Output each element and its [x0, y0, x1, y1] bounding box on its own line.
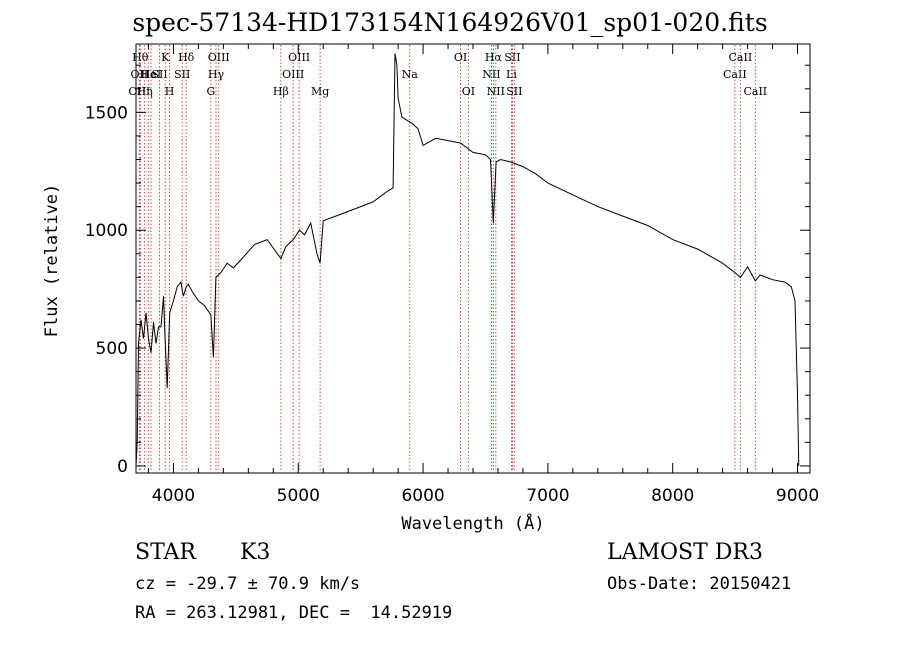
- line-label: SII: [504, 51, 520, 64]
- line-label: G: [206, 85, 215, 98]
- line-label: HeI: [141, 68, 161, 81]
- survey-label: LAMOST DR3: [607, 540, 763, 565]
- line-label: Hθ: [132, 51, 149, 64]
- spectrum-series-line: [135, 53, 800, 466]
- line-label: OIII: [288, 51, 310, 64]
- x-tick-label: 6000: [401, 486, 444, 506]
- y-tick-label: 1000: [85, 221, 128, 241]
- line-label: Mg: [311, 85, 329, 98]
- line-label: OIII: [282, 68, 304, 81]
- plot-frame: [135, 43, 811, 474]
- line-label: SII: [174, 68, 190, 81]
- line-label: SII: [506, 85, 522, 98]
- line-label: SII: [151, 68, 167, 81]
- line-label: Hγ: [208, 68, 225, 81]
- velocity-text: cz = -29.7 ± 70.9 km/s: [135, 574, 361, 594]
- x-axis-label: Wavelength (Å): [401, 512, 544, 534]
- line-label: Hβ: [273, 85, 289, 98]
- object-subclass: K3: [240, 540, 271, 565]
- y-tick-label: 500: [96, 339, 128, 359]
- line-label: Hα: [485, 51, 503, 64]
- x-tick-label: 4000: [152, 486, 195, 506]
- y-axis-label: Flux (relative): [42, 184, 62, 338]
- x-tick-label: 9000: [776, 486, 819, 506]
- line-label: Li: [506, 68, 517, 81]
- line-label: K: [161, 51, 170, 64]
- y-tick-label: 0: [117, 457, 128, 477]
- line-label: OI: [462, 85, 475, 98]
- line-label: NII: [482, 68, 500, 81]
- chart-title: spec-57134-HD173154N164926V01_sp01-020.f…: [132, 8, 768, 37]
- line-label: CaII: [729, 51, 753, 64]
- line-label: CaII: [743, 85, 767, 98]
- line-label: OI: [454, 51, 467, 64]
- line-label: NII: [487, 85, 505, 98]
- line-label: Na: [402, 68, 419, 81]
- line-label: Hδ: [178, 51, 195, 64]
- line-label: Hη: [137, 85, 153, 98]
- x-tick-label: 7000: [526, 486, 569, 506]
- line-label: OIII: [208, 51, 230, 64]
- y-tick-label: 1500: [85, 103, 128, 123]
- x-tick-label: 5000: [277, 486, 320, 506]
- line-label: CaII: [723, 68, 747, 81]
- x-tick-label: 8000: [651, 486, 694, 506]
- coordinates-text: RA = 263.12981, DEC = 14.52919: [135, 603, 453, 623]
- line-label: He: [140, 68, 156, 81]
- line-label: H: [165, 85, 175, 98]
- object-class: STAR: [135, 540, 196, 565]
- obs-date-text: Obs-Date: 20150421: [607, 574, 792, 594]
